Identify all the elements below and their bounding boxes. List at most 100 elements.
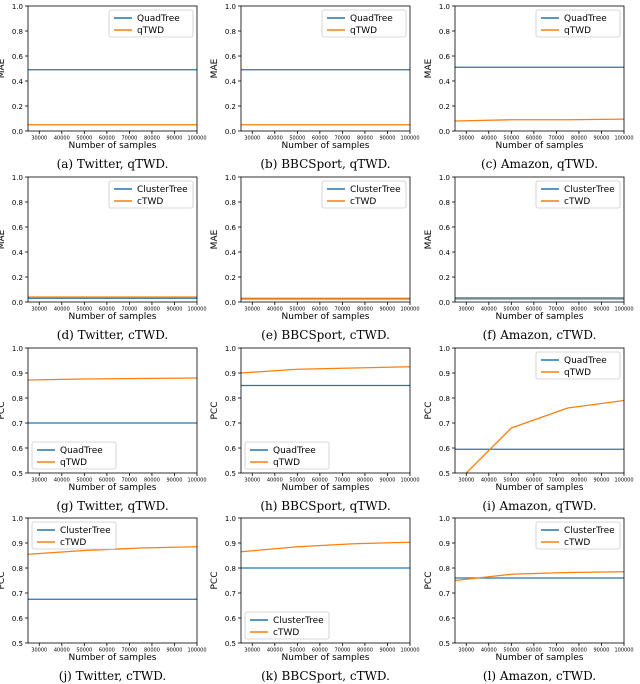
subplot-caption: (b) BBCSport, qTWD. <box>260 157 390 171</box>
x-tick-label: 70000 <box>121 307 137 313</box>
x-tick-label: 100000 <box>187 307 206 313</box>
y-tick-label: 0.5 <box>225 470 236 478</box>
y-tick-label: 0.0 <box>225 128 236 136</box>
x-tick-label: 90000 <box>594 307 610 313</box>
y-tick-label: 1.0 <box>439 3 450 11</box>
y-tick-label: 0.2 <box>439 274 450 282</box>
x-tick-label: 50000 <box>289 307 305 313</box>
y-tick-label: 0.5 <box>12 640 23 648</box>
legend-label: QuadTree <box>564 356 607 366</box>
y-axis-label: MAE <box>210 229 220 249</box>
x-tick-label: 90000 <box>167 648 183 654</box>
subplot-b: 0.0 0.2 0.4 0.6 0.8 1.0 30000 40000 50000 60000 70… <box>210 3 420 171</box>
subplot-f: 0.0 0.2 0.4 0.6 0.8 1.0 30000 40000 50000 60000 70… <box>424 174 634 342</box>
y-tick-label: 0.8 <box>439 395 450 403</box>
subplot-d: 0.0 0.2 0.4 0.6 0.8 1.0 30000 40000 50000 60000 70… <box>0 174 207 342</box>
x-tick-label: 50000 <box>76 648 92 654</box>
x-tick-label: 70000 <box>334 307 350 313</box>
x-tick-label: 90000 <box>594 478 610 484</box>
x-tick-label: 60000 <box>526 136 542 142</box>
y-axis-label: MAE <box>424 58 434 78</box>
x-tick-label: 30000 <box>458 307 474 313</box>
y-tick-label: 0.7 <box>439 420 450 428</box>
x-tick-label: 100000 <box>400 648 419 654</box>
subplot-k: 0.5 0.6 0.7 0.8 0.9 1.0 30000 40000 50000 60000 70… <box>210 515 420 683</box>
y-tick-label: 1.0 <box>12 174 23 182</box>
series-line-h-method <box>241 366 410 374</box>
x-tick-label: 100000 <box>400 136 419 142</box>
x-tick-label: 100000 <box>614 478 633 484</box>
x-tick-label: 80000 <box>357 136 373 142</box>
x-tick-label: 30000 <box>458 136 474 142</box>
subplot-caption: (c) Amazon, qTWD. <box>481 157 598 171</box>
x-tick-label: 90000 <box>380 307 396 313</box>
subplot-c: 0.0 0.2 0.4 0.6 0.8 1.0 30000 40000 50000 60000 70… <box>424 3 634 171</box>
series-line-i-method <box>465 399 624 473</box>
y-axis-label: PCC <box>0 572 7 590</box>
legend-i: QuadTree qTWD <box>535 351 621 380</box>
legend-e: ClusterTree cTWD <box>321 180 407 209</box>
subplot-caption: (d) Twitter, cTWD. <box>57 328 168 342</box>
x-tick-label: 70000 <box>121 648 137 654</box>
legend-l: ClusterTree cTWD <box>535 521 621 550</box>
x-tick-label: 40000 <box>54 478 70 484</box>
x-tick-label: 60000 <box>312 478 328 484</box>
plot-frame-g <box>27 347 198 474</box>
x-tick-label: 80000 <box>571 307 587 313</box>
subplot-caption: (l) Amazon, cTWD. <box>483 669 596 683</box>
legend-h: QuadTree qTWD <box>244 441 330 470</box>
series-line-c-method <box>455 118 624 122</box>
legend-d: ClusterTree cTWD <box>108 180 194 209</box>
x-tick-label: 60000 <box>99 478 115 484</box>
x-tick-label: 30000 <box>31 136 47 142</box>
x-tick-label: 90000 <box>167 478 183 484</box>
y-tick-label: 0.8 <box>439 28 450 36</box>
y-tick-label: 1.0 <box>225 515 236 523</box>
y-tick-label: 0.0 <box>12 128 23 136</box>
x-tick-label: 70000 <box>548 307 564 313</box>
subplot-caption: (f) Amazon, cTWD. <box>483 328 597 342</box>
x-tick-label: 30000 <box>244 136 260 142</box>
y-tick-label: 0.8 <box>225 395 236 403</box>
subplot-e: 0.0 0.2 0.4 0.6 0.8 1.0 30000 40000 50000 60000 70… <box>210 174 420 342</box>
y-tick-label: 0.0 <box>225 299 236 307</box>
x-tick-label: 100000 <box>187 648 206 654</box>
plot-frame-i <box>454 347 625 474</box>
y-tick-label: 0.5 <box>439 470 450 478</box>
y-tick-label: 0.6 <box>225 445 237 453</box>
y-tick-label: 0.0 <box>439 128 450 136</box>
y-tick-label: 0.0 <box>12 299 23 307</box>
x-tick-label: 90000 <box>594 648 610 654</box>
plot-frame-f <box>454 176 625 303</box>
plot-frame-a <box>27 5 198 132</box>
x-axis-label: Number of samples <box>496 312 584 322</box>
x-tick-label: 80000 <box>357 478 373 484</box>
x-tick-label: 30000 <box>31 307 47 313</box>
x-tick-label: 50000 <box>289 478 305 484</box>
x-tick-label: 80000 <box>144 478 160 484</box>
subplot-caption: (j) Twitter, cTWD. <box>59 669 166 683</box>
x-tick-label: 90000 <box>380 478 396 484</box>
y-tick-label: 0.8 <box>225 28 236 36</box>
plot-frame-j <box>27 517 198 644</box>
legend-label: qTWD <box>350 26 377 36</box>
x-tick-label: 40000 <box>481 307 497 313</box>
x-tick-label: 50000 <box>503 478 519 484</box>
subplot-caption: (k) BBCSport, cTWD. <box>261 669 390 683</box>
x-tick-label: 80000 <box>144 307 160 313</box>
plot-frame-l <box>454 517 625 644</box>
y-tick-label: 0.6 <box>12 615 24 623</box>
x-tick-label: 50000 <box>289 136 305 142</box>
series-line-k-method <box>241 541 410 553</box>
x-tick-label: 100000 <box>614 136 633 142</box>
legend-label: qTWD <box>273 458 300 468</box>
subplot-l: 0.5 0.6 0.7 0.8 0.9 1.0 30000 40000 50000 60000 70… <box>424 515 634 683</box>
legend-label: cTWD <box>137 197 163 207</box>
x-tick-label: 60000 <box>99 307 115 313</box>
y-tick-label: 0.4 <box>12 249 24 257</box>
legend-g: QuadTree qTWD <box>31 441 117 470</box>
x-tick-label: 50000 <box>289 648 305 654</box>
x-tick-label: 60000 <box>312 136 328 142</box>
x-tick-label: 100000 <box>187 136 206 142</box>
x-tick-label: 90000 <box>380 136 396 142</box>
